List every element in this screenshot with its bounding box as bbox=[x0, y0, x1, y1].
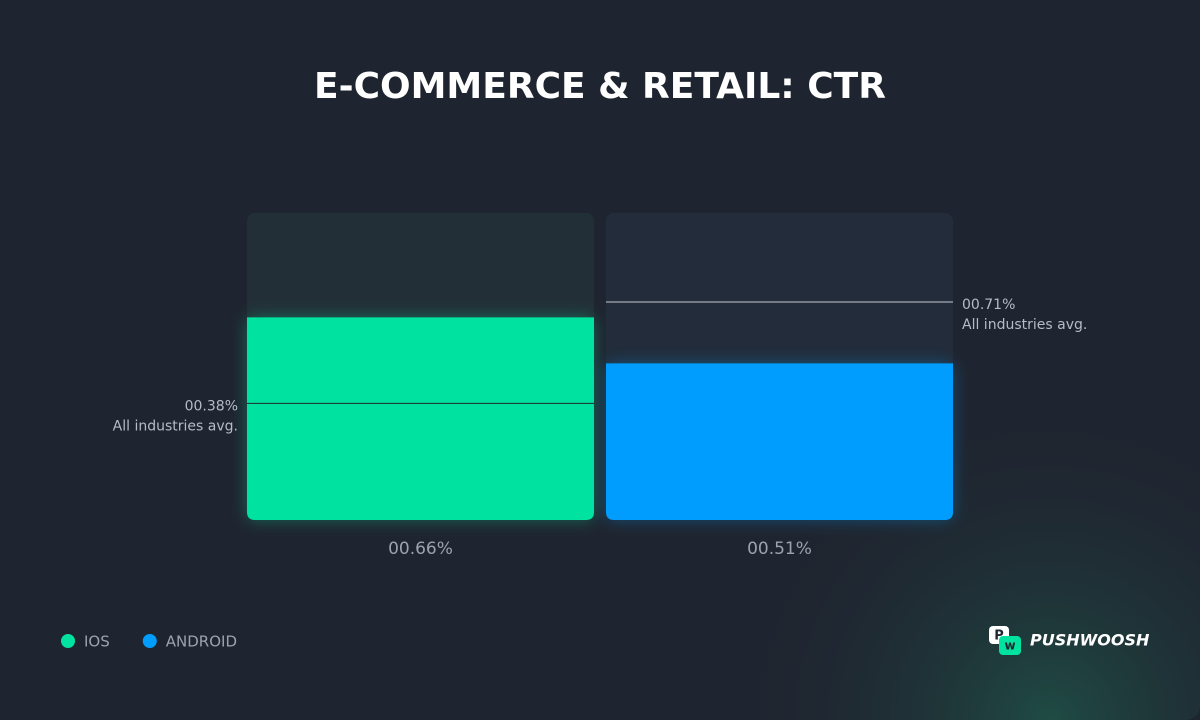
legend-swatch bbox=[61, 634, 75, 648]
value-label: 00.66% bbox=[388, 539, 453, 559]
legend-label: IOS bbox=[84, 633, 110, 651]
reference-value: 00.38% bbox=[185, 398, 238, 414]
brand-name: PUSHWOOSH bbox=[1030, 631, 1150, 650]
reference-value: 00.71% bbox=[962, 297, 1015, 313]
svg-text:w: w bbox=[1004, 639, 1015, 653]
bar bbox=[606, 363, 953, 520]
chart-title: E-COMMERCE & RETAIL: CTR bbox=[314, 66, 886, 107]
svg-text:P: P bbox=[994, 629, 1004, 644]
legend-swatch bbox=[142, 634, 157, 648]
reference-note: All industries avg. bbox=[113, 418, 238, 434]
brand-logo: P w bbox=[989, 626, 1021, 655]
value-label: 00.51% bbox=[747, 539, 812, 559]
reference-note: All industries avg. bbox=[962, 317, 1087, 333]
bar bbox=[247, 317, 594, 520]
legend-label: ANDROID bbox=[166, 633, 237, 651]
